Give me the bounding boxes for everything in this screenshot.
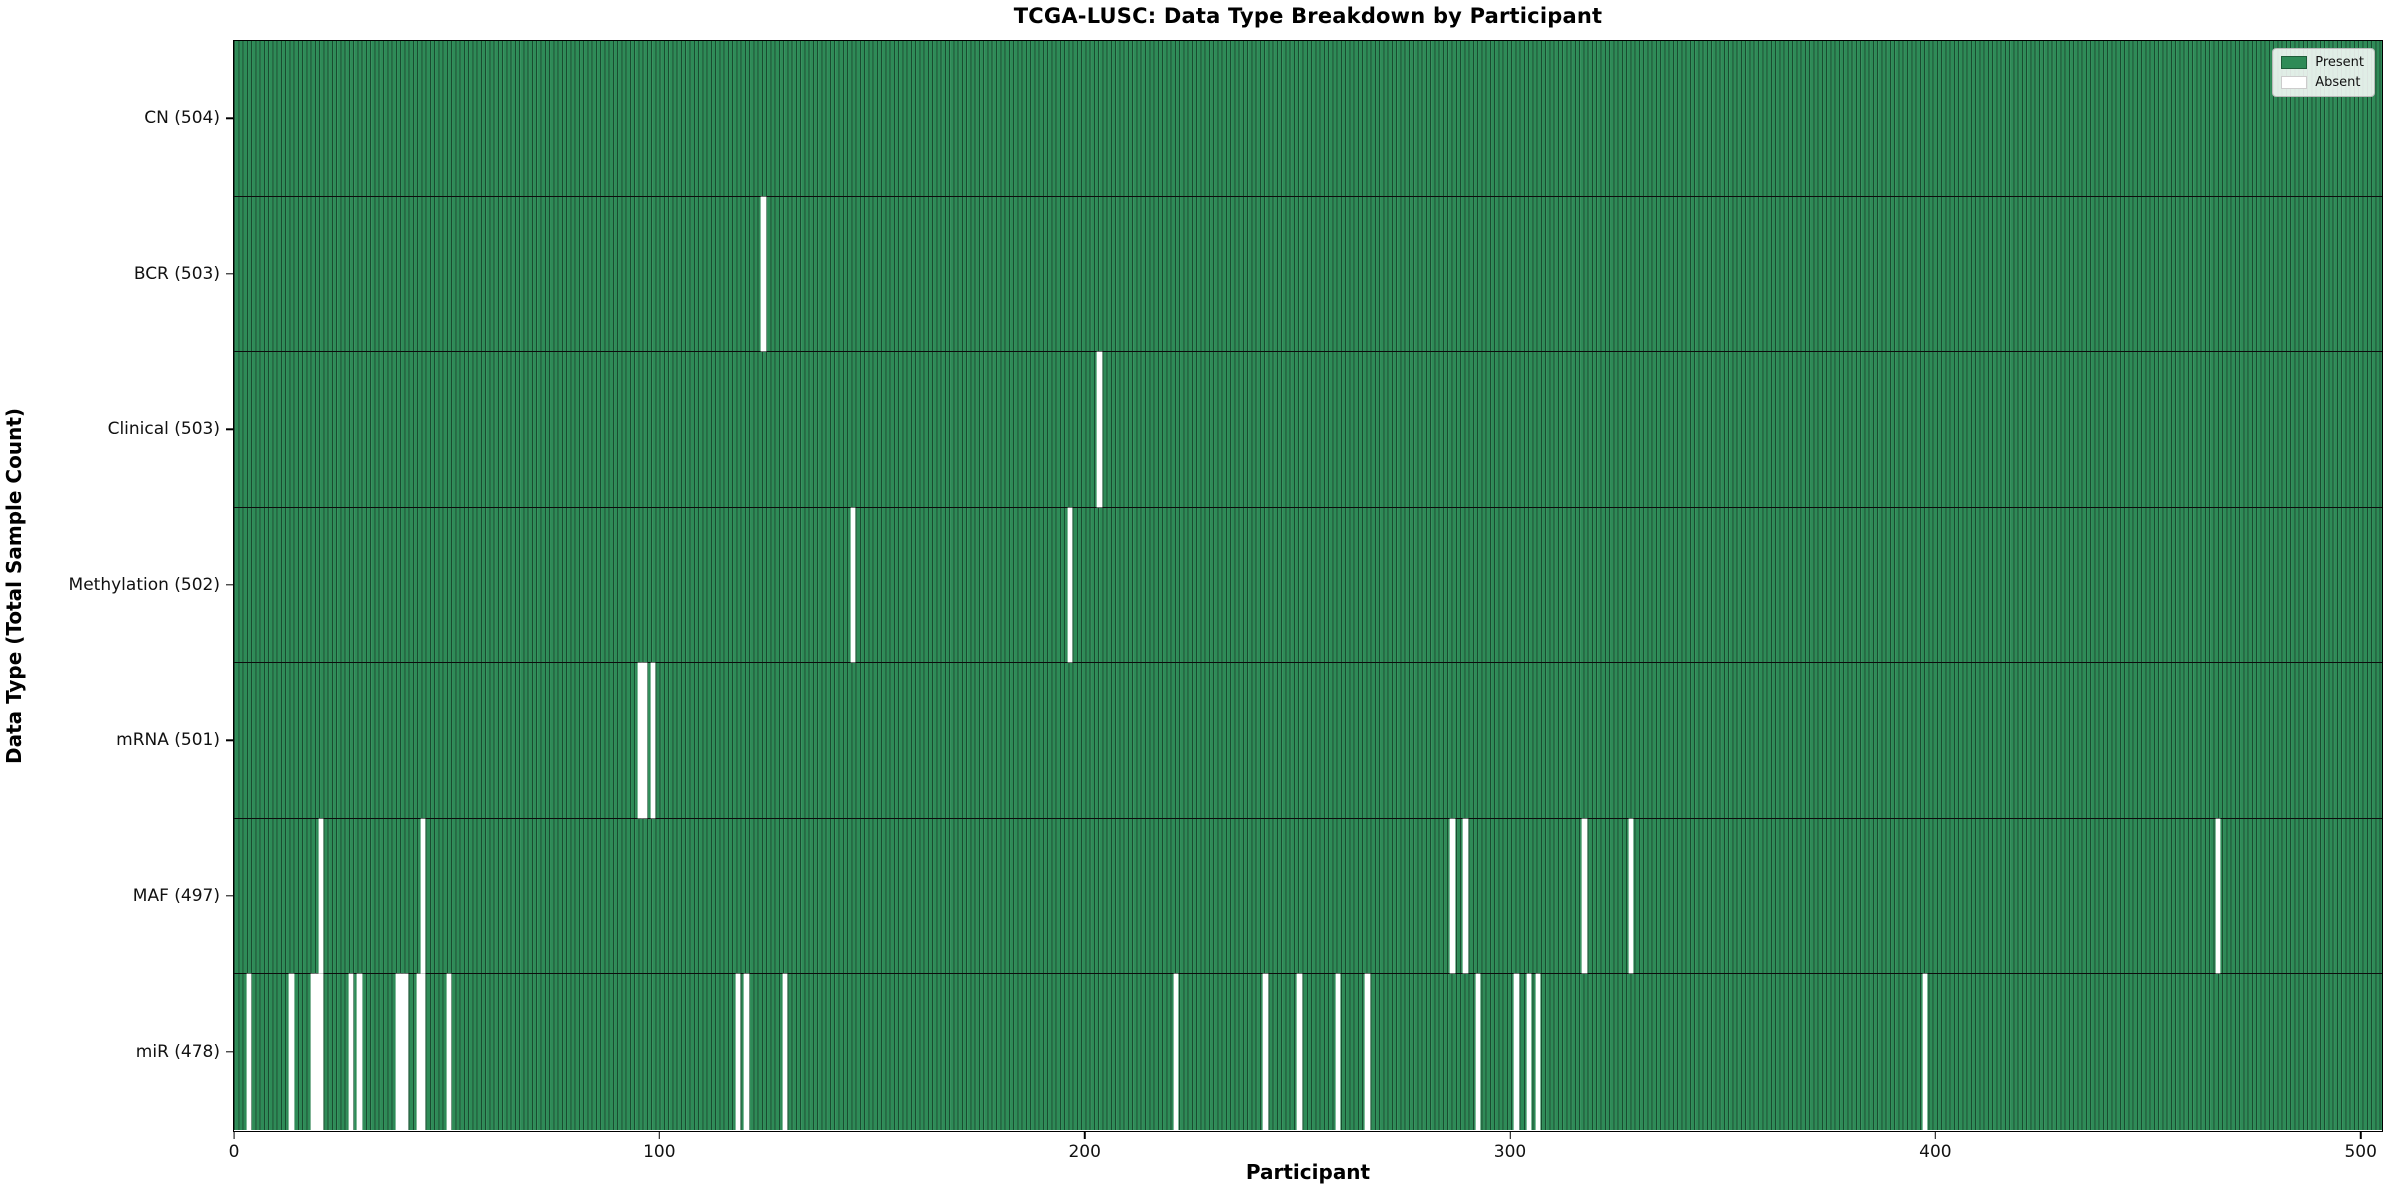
absent-gap xyxy=(395,974,400,1130)
xtick-label: 100 xyxy=(643,1142,676,1162)
xtick-mark xyxy=(1509,1131,1511,1139)
y-axis-label: Data Type (Total Sample Count) xyxy=(2,407,26,765)
absent-gap xyxy=(289,974,294,1130)
absent-gap xyxy=(650,663,656,818)
xtick-label: 300 xyxy=(1493,1142,1527,1162)
xtick-mark xyxy=(233,1131,235,1139)
ytick-label-clinical: Clinical (503) xyxy=(107,419,220,440)
ytick-mark xyxy=(226,1051,234,1053)
xtick-label: 400 xyxy=(1919,1142,1952,1162)
absent-gap xyxy=(735,974,741,1130)
xtick-mark xyxy=(1083,1131,1086,1139)
xtick-0: 0 xyxy=(228,1131,240,1162)
present-swatch-icon xyxy=(2281,56,2308,69)
heatmap-row-bcr: BCR (503) xyxy=(134,196,2382,353)
xtick-mark xyxy=(2360,1131,2362,1139)
legend-absent-label: Absent xyxy=(2315,75,2361,90)
legend: Present Absent xyxy=(2272,48,2375,97)
ytick-mark xyxy=(226,273,234,275)
xtick-label: 500 xyxy=(2344,1142,2377,1162)
absent-gap xyxy=(246,974,251,1130)
absent-gap xyxy=(357,974,362,1130)
legend-entry-absent: Absent xyxy=(2281,75,2364,90)
xtick-500: 500 xyxy=(2344,1131,2377,1162)
absent-gap xyxy=(1450,818,1455,974)
absent-gap xyxy=(1582,818,1587,974)
absent-gap xyxy=(421,818,426,974)
heatmap-row-mrna: mRNA (501) xyxy=(116,663,2382,819)
ytick-label-mir: miR (478) xyxy=(135,1041,220,1062)
plot-area: Present Absent CN (504) BCR (503) Clinical… xyxy=(69,40,2383,1162)
absent-gap xyxy=(319,974,324,1130)
absent-gap xyxy=(2216,818,2221,974)
xtick-label: 0 xyxy=(228,1142,240,1162)
xtick-label: 200 xyxy=(1068,1142,1101,1162)
ytick-mark xyxy=(226,428,234,431)
heatmap-row-cn: CN (504) xyxy=(144,41,2382,197)
absent-gap xyxy=(1629,818,1634,974)
absent-gap xyxy=(1535,974,1540,1130)
xtick-200: 200 xyxy=(1068,1131,1101,1162)
legend-present-label: Present xyxy=(2315,55,2364,70)
chart-title: TCGA-LUSC: Data Type Breakdown by Partic… xyxy=(1013,4,1603,28)
absent-gap xyxy=(642,663,647,818)
absent-gap xyxy=(850,507,855,663)
absent-swatch-icon xyxy=(2281,76,2308,89)
heatmap-row-methylation: Methylation (502) xyxy=(69,507,2382,664)
absent-gap xyxy=(1335,974,1340,1130)
absent-gap xyxy=(421,974,426,1130)
xtick-mark xyxy=(1934,1131,1937,1139)
absent-gap xyxy=(416,974,422,1130)
xtick-mark xyxy=(658,1131,661,1139)
xtick-100: 100 xyxy=(643,1131,676,1162)
ytick-mark xyxy=(226,895,234,897)
xtick-300: 300 xyxy=(1494,1131,1526,1162)
absent-gap xyxy=(1067,507,1072,663)
absent-gap xyxy=(1476,974,1481,1130)
ytick-mark xyxy=(226,117,234,119)
x-axis-label: Participant xyxy=(1245,1160,1371,1184)
heatmap-rows-container: CN (504) BCR (503) Clinical (503) Methylati… xyxy=(69,41,2382,1130)
xtick-400: 400 xyxy=(1919,1131,1952,1162)
heatmap-row-maf: MAF (497) xyxy=(133,818,2382,975)
ytick-label-methylation: Methylation (502) xyxy=(68,574,220,595)
absent-gap xyxy=(1297,974,1302,1130)
absent-gap xyxy=(314,974,320,1130)
ytick-label-maf: MAF (497) xyxy=(132,885,220,906)
absent-gap xyxy=(1514,974,1519,1130)
ytick-label-cn: CN (504) xyxy=(144,108,220,129)
absent-gap xyxy=(1527,974,1532,1130)
absent-gap xyxy=(638,663,643,818)
ytick-mark xyxy=(226,739,234,742)
absent-gap xyxy=(1463,818,1468,974)
absent-gap xyxy=(1097,352,1102,507)
heatmap-row-mir: miR (478) xyxy=(136,974,2382,1130)
legend-entry-present: Present xyxy=(2281,55,2364,70)
absent-gap xyxy=(446,974,451,1130)
absent-gap xyxy=(348,974,354,1130)
heatmap-row-clinical: Clinical (503) xyxy=(108,352,2382,508)
absent-gap xyxy=(310,974,315,1130)
absent-gap xyxy=(404,974,409,1130)
absent-gap xyxy=(744,974,749,1130)
absent-gap xyxy=(319,818,324,974)
ytick-label-mrna: mRNA (501) xyxy=(116,730,220,751)
absent-gap xyxy=(1174,974,1179,1130)
absent-gap xyxy=(399,974,405,1130)
absent-gap xyxy=(1365,974,1370,1130)
absent-gap xyxy=(1922,974,1927,1130)
absent-gap xyxy=(1263,974,1268,1130)
ytick-label-bcr: BCR (503) xyxy=(133,263,220,284)
absent-gap xyxy=(782,974,787,1130)
ytick-mark xyxy=(226,584,234,586)
absent-gap xyxy=(761,196,766,352)
